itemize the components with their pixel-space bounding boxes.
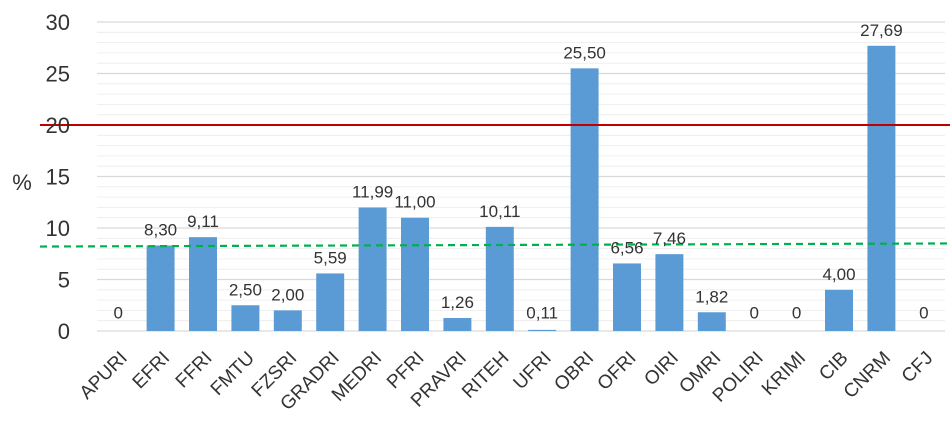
data-label: 0 [113,304,122,323]
data-label: 2,00 [271,285,304,304]
data-label: 7,46 [653,229,686,248]
data-label: 27,69 [860,21,903,40]
data-label: 25,50 [563,43,606,62]
gridlines [97,21,945,332]
bar [613,263,641,331]
bar [825,289,853,331]
data-label: 2,50 [229,280,262,299]
bar [443,318,472,331]
data-label: 11,00 [394,193,435,212]
data-label: 10,11 [479,202,520,221]
x-tick-label: OFRI [594,348,641,395]
x-tick-label: KRIMI [758,348,810,400]
bar [867,45,896,331]
bar [401,217,429,331]
data-label: 11,99 [352,183,393,202]
bar [655,254,684,331]
data-label: 0 [919,304,928,323]
x-tick-label: CNRM [840,348,895,403]
y-tick-label: 10 [46,216,70,241]
x-tick-label: UFRI [510,348,556,394]
y-tick-label: 30 [46,10,70,35]
bar [485,226,514,331]
y-axis-label: % [12,170,32,195]
data-label: 4,00 [822,265,855,284]
bar [697,312,726,331]
data-label: 9,11 [187,212,219,231]
x-tick-label: EFRI [129,348,174,393]
y-tick-label: 20 [46,113,70,138]
x-axis-ticks: APURIEFRIFFRIFMTUFZSRIGRADRIMEDRIPFRIPRA… [76,348,938,415]
y-tick-label: 0 [58,319,70,344]
y-tick-label: 15 [46,165,70,190]
bar [189,237,217,331]
data-label: 1,82 [695,287,728,306]
data-label: 8,30 [144,221,177,240]
y-tick-label: 5 [58,268,70,293]
data-label: 0 [792,304,801,323]
data-label: 5,59 [314,248,347,267]
data-label: 0,11 [526,304,558,323]
bars [146,45,896,331]
bar [146,245,175,331]
average-line [39,242,950,248]
x-tick-label: FMTU [207,348,259,400]
y-axis-ticks: 0 5 10 15 20 25 30 [46,10,70,344]
x-tick-label: RITEH [458,348,513,403]
x-tick-label: CIB [815,348,852,385]
x-tick-label: CFJ [898,348,937,387]
x-tick-label: APURI [76,348,132,404]
bar [273,310,302,331]
bar [358,207,387,331]
bar [528,329,557,331]
bar [570,68,599,331]
data-label: 0 [749,304,758,323]
x-tick-label: OBRI [550,348,598,396]
data-label: 6,56 [610,238,643,257]
bar [316,273,345,331]
data-label: 1,26 [441,293,474,312]
reference-lines [39,124,950,248]
y-tick-label: 25 [46,62,70,87]
bar [231,305,260,331]
